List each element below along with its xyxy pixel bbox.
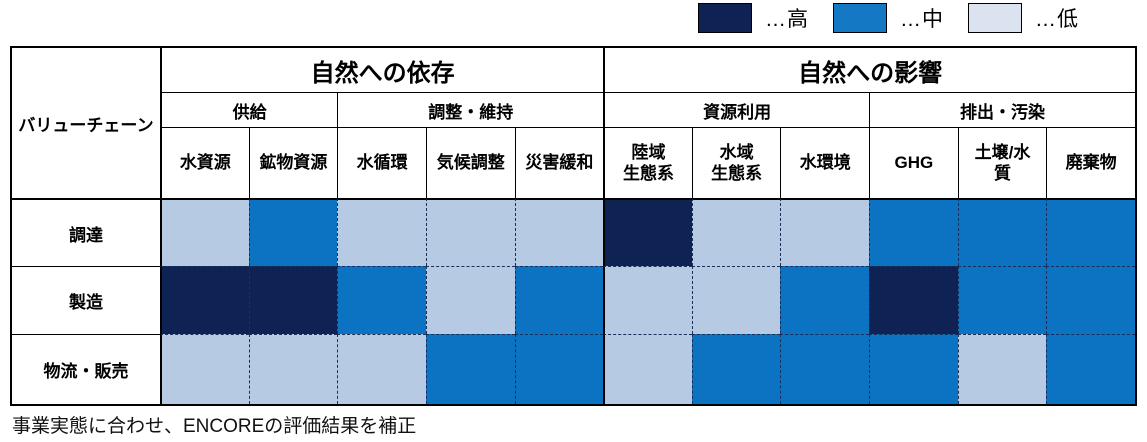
corner-header-value-chain: バリューチェーン [12, 48, 160, 198]
legend: …高 …中 …低 [698, 3, 1079, 33]
col-header-water-environment: 水環境 [780, 127, 870, 198]
heat-cell [514, 266, 604, 334]
heat-cell [425, 266, 515, 334]
heat-cell [160, 198, 249, 266]
heat-cell [957, 198, 1047, 266]
corner-header-label: バリューチェーン [18, 115, 154, 135]
col-header-disaster-mitigation: 災害緩和 [514, 127, 604, 198]
heat-cell [691, 334, 781, 404]
heat-cell [957, 266, 1047, 334]
legend-label-medium: …中 [900, 8, 944, 31]
col-header-water-cycle: 水循環 [337, 127, 426, 198]
col-header-aquatic-ecosystem: 水域 生態系 [691, 127, 781, 198]
heat-cell [337, 334, 426, 404]
heat-cell [160, 334, 249, 404]
heat-cell [957, 334, 1047, 404]
legend-swatch-low-icon [968, 3, 1022, 33]
legend-label-high: …高 [765, 8, 809, 31]
row-header-logistics-sales: 物流・販売 [12, 334, 160, 404]
legend-item-medium: …中 [833, 3, 944, 33]
heatmap-table: バリューチェーン 自然への依存 自然への影響 供給 調整・維持 資源利用 排出・… [10, 46, 1137, 406]
heat-cell [869, 334, 958, 404]
subheader-resource-use: 資源利用 [603, 92, 870, 127]
col-header-water-resources: 水資源 [160, 127, 249, 198]
row-header-manufacturing: 製造 [12, 266, 160, 334]
col-header-soil-water-quality: 土壌/水 質 [957, 127, 1047, 198]
heat-cell [1046, 334, 1135, 404]
heat-cell [603, 198, 692, 266]
row-header-procurement: 調達 [12, 198, 160, 266]
col-header-ghg: GHG [869, 127, 958, 198]
col-header-waste: 廃棄物 [1046, 127, 1135, 198]
heat-cell [160, 266, 249, 334]
col-header-mineral-resources: 鉱物資源 [248, 127, 338, 198]
heat-cell [780, 334, 870, 404]
footnote: 事業実態に合わせ、ENCOREの評価結果を補正 [12, 416, 417, 437]
heat-cell [869, 266, 958, 334]
legend-swatch-high-icon [698, 3, 752, 33]
heat-cell [248, 198, 338, 266]
legend-item-high: …高 [698, 3, 809, 33]
heat-cell [603, 266, 692, 334]
heat-cell [248, 266, 338, 334]
heat-cell [425, 198, 515, 266]
heat-cell [425, 334, 515, 404]
subheader-emissions-pollution: 排出・汚染 [869, 92, 1135, 127]
legend-item-low: …低 [968, 3, 1079, 33]
heat-cell [248, 334, 338, 404]
heat-cell [869, 198, 958, 266]
group-header-dependence: 自然への依存 [160, 48, 604, 92]
col-header-terrestrial-ecosystem: 陸域 生態系 [603, 127, 692, 198]
heat-cell [514, 334, 604, 404]
heat-cell [691, 266, 781, 334]
legend-swatch-medium-icon [833, 3, 887, 33]
heat-cell [337, 198, 426, 266]
subheader-regulation-maintenance: 調整・維持 [337, 92, 604, 127]
heat-cell [603, 334, 692, 404]
heat-cell [691, 198, 781, 266]
heat-cell [780, 198, 870, 266]
heat-cell [1046, 266, 1135, 334]
legend-label-low: …低 [1035, 8, 1079, 31]
heat-cell [337, 266, 426, 334]
col-header-climate-regulation: 気候調整 [425, 127, 515, 198]
subheader-supply: 供給 [160, 92, 338, 127]
heat-cell [514, 198, 604, 266]
group-header-impact: 自然への影響 [603, 48, 1135, 92]
heat-cell [780, 266, 870, 334]
heat-cell [1046, 198, 1135, 266]
